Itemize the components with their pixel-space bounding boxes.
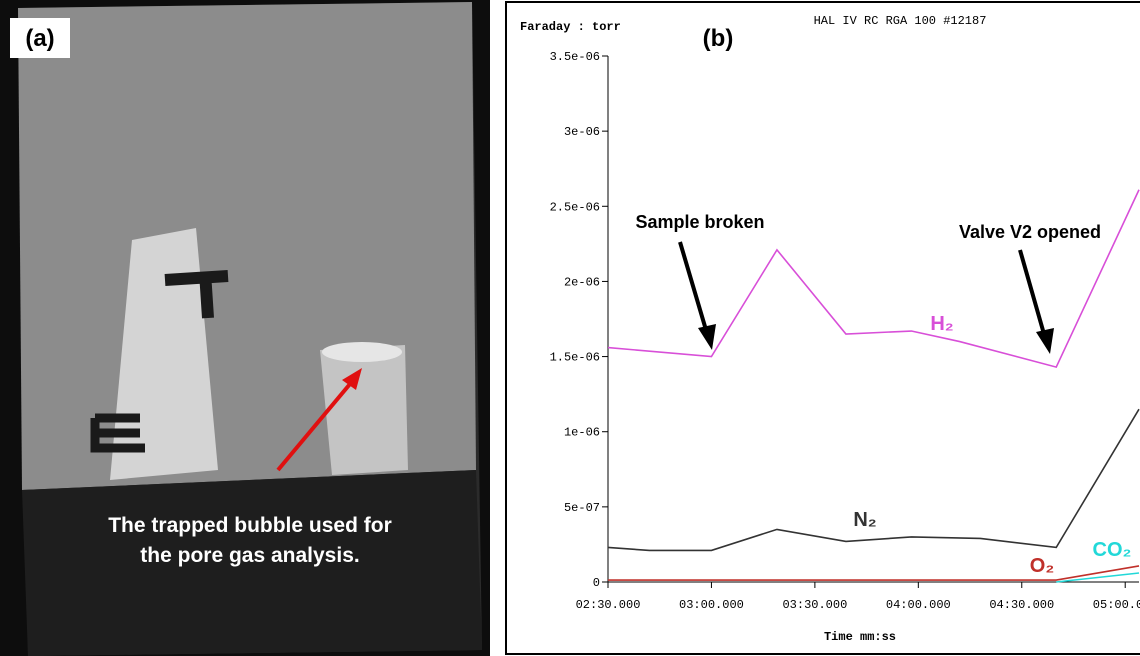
chart-title: HAL IV RC RGA 100 #12187 — [814, 14, 987, 28]
x-tick-label: 03:30.000 — [782, 598, 847, 612]
series-line — [608, 565, 1140, 581]
sample-short — [320, 345, 408, 475]
y-tick-label: 0 — [593, 576, 600, 590]
annotation: Valve V2 opened — [959, 222, 1101, 242]
y-tick-label: 2.5e-06 — [550, 200, 600, 214]
series-line — [1056, 572, 1140, 583]
marker-t — [164, 270, 229, 319]
photo-backdrop — [18, 2, 476, 490]
series-label: CO₂ — [1093, 539, 1132, 561]
y-tick-label: 3e-06 — [564, 125, 600, 139]
bubble — [322, 342, 402, 362]
caption: the pore gas analysis. — [140, 544, 359, 567]
panel-label: (b) — [703, 25, 734, 52]
annotation: Sample broken — [635, 212, 764, 232]
annotation-arrow-head — [1036, 328, 1054, 354]
caption: The trapped bubble used for — [108, 514, 392, 537]
annotation-arrow — [1018, 249, 1046, 335]
panel-label: (a) — [25, 25, 54, 52]
y-tick-label: 3.5e-06 — [550, 50, 600, 64]
y-axis-label: Faraday : torr — [520, 20, 621, 34]
x-tick-label: 03:00.000 — [679, 598, 744, 612]
annotation-arrow — [678, 241, 708, 331]
x-tick-label: 05:00.000 — [1093, 598, 1140, 612]
x-axis-label: Time mm:ss — [824, 630, 896, 644]
series-line — [607, 408, 1140, 552]
arrow — [276, 376, 357, 472]
x-tick-label: 02:30.000 — [576, 598, 641, 612]
arrow-head — [342, 368, 362, 390]
annotation-arrow-head — [698, 324, 716, 350]
y-tick-label: 1e-06 — [564, 426, 600, 440]
series-label: N₂ — [853, 509, 876, 531]
y-tick-label: 2e-06 — [564, 275, 600, 289]
series-line — [607, 189, 1140, 369]
series-label: H₂ — [930, 313, 953, 335]
photo-base — [22, 470, 482, 656]
label-box — [10, 18, 70, 58]
y-tick-label: 5e-07 — [564, 501, 600, 515]
x-tick-label: 04:00.000 — [886, 598, 951, 612]
marker-e — [90, 413, 145, 453]
y-tick-label: 1.5e-06 — [550, 351, 600, 365]
x-tick-label: 04:30.000 — [989, 598, 1054, 612]
series-label: O₂ — [1030, 555, 1054, 577]
